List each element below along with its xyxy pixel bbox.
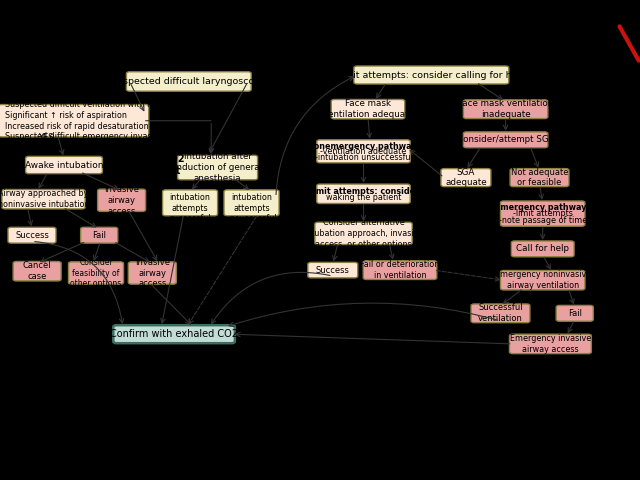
Text: -limit attempts: -limit attempts — [513, 209, 573, 218]
FancyBboxPatch shape — [308, 263, 358, 278]
Text: Fail: Fail — [92, 231, 106, 240]
Text: Confirm with exhaled CO2: Confirm with exhaled CO2 — [110, 329, 238, 339]
Text: NO: NO — [259, 77, 272, 85]
Text: Emergency pathway:: Emergency pathway: — [495, 203, 590, 212]
Text: Fail or deterioration
in ventilation: Fail or deterioration in ventilation — [360, 260, 440, 280]
Text: Nonemergency pathway:: Nonemergency pathway: — [307, 142, 420, 151]
Text: Consider alternative
intubation approach, invasive
access, or other options: Consider alternative intubation approach… — [304, 218, 423, 249]
FancyBboxPatch shape — [332, 99, 404, 119]
FancyBboxPatch shape — [8, 228, 56, 243]
FancyBboxPatch shape — [463, 132, 548, 148]
FancyBboxPatch shape — [317, 184, 410, 204]
FancyBboxPatch shape — [97, 189, 146, 211]
FancyBboxPatch shape — [128, 262, 177, 284]
Text: Invasive
airway
access: Invasive airway access — [135, 258, 170, 288]
Text: Consider/attempt SGA: Consider/attempt SGA — [457, 135, 554, 144]
FancyBboxPatch shape — [113, 325, 235, 343]
FancyBboxPatch shape — [127, 72, 251, 91]
Text: Invasive
airway
access: Invasive airway access — [104, 185, 139, 216]
FancyBboxPatch shape — [81, 228, 118, 243]
FancyBboxPatch shape — [500, 201, 585, 226]
FancyBboxPatch shape — [224, 190, 279, 216]
FancyBboxPatch shape — [68, 262, 124, 284]
Text: Suspected difficult ventilation with face mask / SGA
Significant ↑ risk of aspir: Suspected difficult ventilation with fac… — [6, 100, 214, 141]
Text: Cancel
case: Cancel case — [23, 261, 51, 281]
FancyBboxPatch shape — [178, 156, 258, 180]
Text: -note passage of time: -note passage of time — [499, 216, 587, 225]
Text: Limit attempts: consider: Limit attempts: consider — [308, 187, 419, 195]
Text: -intubation unsuccessful: -intubation unsuccessful — [315, 153, 412, 162]
Text: Airway approached by
noninvasive intubation: Airway approached by noninvasive intubat… — [0, 189, 89, 209]
Text: Not adequate
or feasible: Not adequate or feasible — [511, 168, 568, 188]
Text: Fail: Fail — [568, 309, 582, 318]
FancyBboxPatch shape — [556, 305, 593, 321]
Text: Face mask ventilation
inadequate: Face mask ventilation inadequate — [458, 99, 553, 119]
Text: YES: YES — [38, 133, 54, 143]
FancyBboxPatch shape — [317, 140, 410, 163]
Text: waking the patient: waking the patient — [326, 193, 401, 202]
Text: Suspected difficult laryngoscopy: Suspected difficult laryngoscopy — [111, 77, 266, 86]
Text: Success: Success — [15, 231, 49, 240]
Text: Consider
feasibility of
other options: Consider feasibility of other options — [70, 258, 122, 288]
FancyBboxPatch shape — [0, 105, 149, 137]
Text: Success: Success — [316, 265, 349, 275]
Text: NO: NO — [186, 126, 198, 135]
Text: Adapted from
Wikipedia, UpToDate,
TrueLearn, StatPearls.: Adapted from Wikipedia, UpToDate, TrueLe… — [12, 41, 95, 73]
FancyBboxPatch shape — [2, 190, 85, 209]
FancyBboxPatch shape — [364, 261, 437, 279]
Text: SGA
adequate: SGA adequate — [445, 168, 487, 188]
FancyBboxPatch shape — [511, 241, 574, 257]
Text: Successful
ventilation: Successful ventilation — [478, 303, 523, 323]
Text: -ventilation adequate: -ventilation adequate — [321, 147, 406, 156]
Text: Optimize O2
throughout: Optimize O2 throughout — [116, 154, 184, 176]
Text: Emergency invasive
airway access: Emergency invasive airway access — [510, 334, 591, 354]
FancyBboxPatch shape — [500, 271, 585, 290]
Text: YES: YES — [102, 74, 118, 83]
Text: Awake intubation: Awake intubation — [25, 160, 103, 169]
FancyBboxPatch shape — [354, 66, 509, 84]
Text: Limit attempts: consider calling for help: Limit attempts: consider calling for hel… — [336, 71, 527, 80]
FancyBboxPatch shape — [509, 334, 591, 354]
FancyBboxPatch shape — [463, 100, 548, 119]
FancyBboxPatch shape — [315, 222, 412, 245]
Text: Call for help: Call for help — [516, 244, 569, 253]
FancyBboxPatch shape — [163, 190, 218, 216]
FancyBboxPatch shape — [510, 168, 569, 187]
Text: Emergency noninvasive
airway ventilation: Emergency noninvasive airway ventilation — [495, 270, 591, 290]
FancyBboxPatch shape — [441, 168, 491, 187]
FancyBboxPatch shape — [13, 262, 61, 281]
Text: Intubation after
induction of general
anesthesia: Intubation after induction of general an… — [173, 152, 262, 183]
Text: Initial
intubation
attempts
successful: Initial intubation attempts successful — [170, 182, 211, 223]
FancyBboxPatch shape — [471, 304, 530, 323]
Text: Face mask
ventilation adequate: Face mask ventilation adequate — [323, 99, 413, 119]
FancyBboxPatch shape — [26, 156, 102, 174]
Text: Initial
intubation
attempts
unsuccessful: Initial intubation attempts unsuccessful — [226, 182, 277, 223]
Text: Difficult airway algorithm: Difficult airway algorithm — [121, 36, 442, 56]
